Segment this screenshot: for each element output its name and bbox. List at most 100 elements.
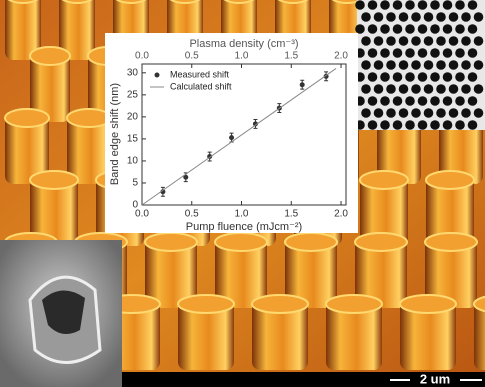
air-hole — [361, 36, 371, 46]
y-tick-label: 10 — [127, 156, 139, 167]
air-hole — [368, 120, 378, 130]
air-hole — [405, 24, 415, 34]
air-hole — [361, 12, 371, 22]
air-hole — [405, 96, 415, 106]
air-hole — [355, 24, 365, 34]
pillar-top — [5, 109, 49, 127]
air-hole — [468, 96, 478, 106]
pillar-top — [355, 233, 407, 251]
air-hole — [405, 120, 415, 130]
air-hole — [399, 84, 409, 94]
photonic-crystal-inset — [355, 0, 485, 130]
air-hole — [380, 0, 390, 10]
air-hole — [411, 60, 421, 70]
x-tick-label: 2.0 — [334, 209, 348, 220]
air-hole — [411, 36, 421, 46]
air-hole — [461, 108, 471, 118]
pillar-top — [30, 47, 70, 65]
pillar-top — [252, 295, 308, 313]
air-hole — [455, 48, 465, 58]
air-hole — [418, 0, 428, 10]
air-hole — [443, 0, 453, 10]
data-point — [300, 82, 305, 87]
air-hole — [418, 48, 428, 58]
air-hole — [443, 48, 453, 58]
air-hole — [430, 0, 440, 10]
air-hole — [393, 24, 403, 34]
pillar-top — [215, 233, 267, 251]
air-hole — [424, 36, 434, 46]
air-hole — [386, 108, 396, 118]
air-hole — [386, 60, 396, 70]
air-hole — [418, 96, 428, 106]
air-hole — [443, 120, 453, 130]
air-hole — [455, 96, 465, 106]
air-hole — [374, 12, 384, 22]
air-hole — [424, 108, 434, 118]
pillar-top — [178, 295, 234, 313]
single-pillar-inset — [0, 240, 122, 387]
air-hole — [399, 12, 409, 22]
pillar-top — [30, 171, 78, 189]
air-hole — [361, 108, 371, 118]
pillar-top — [425, 233, 477, 251]
air-hole — [368, 24, 378, 34]
y-tick-label: 30 — [127, 67, 139, 78]
air-hole — [399, 60, 409, 70]
legend-label: Measured shift — [170, 69, 230, 79]
air-hole — [418, 24, 428, 34]
air-hole — [468, 24, 478, 34]
x2-tick-label: 0.5 — [185, 51, 199, 62]
air-hole — [380, 120, 390, 130]
x2-tick-label: 1.5 — [284, 51, 298, 62]
air-hole — [374, 84, 384, 94]
x2-tick-label: 0.0 — [135, 51, 149, 62]
air-hole — [361, 60, 371, 70]
air-hole — [468, 48, 478, 58]
air-hole — [368, 96, 378, 106]
air-hole — [380, 96, 390, 106]
air-hole — [361, 84, 371, 94]
air-hole — [368, 0, 378, 10]
pillar-top — [360, 171, 408, 189]
y-tick-label: 0 — [132, 200, 138, 211]
pillar-top — [67, 109, 111, 127]
air-hole — [405, 0, 415, 10]
air-hole — [461, 84, 471, 94]
air-hole — [405, 72, 415, 82]
air-hole — [374, 36, 384, 46]
air-hole — [411, 84, 421, 94]
air-hole — [455, 120, 465, 130]
air-hole — [368, 48, 378, 58]
y-axis-label: Band edge shift (nm) — [109, 83, 121, 185]
pillar-top — [285, 233, 337, 251]
air-hole — [474, 60, 484, 70]
air-hole — [468, 72, 478, 82]
y-tick-label: 5 — [132, 178, 138, 189]
air-hole — [430, 48, 440, 58]
air-hole — [418, 72, 428, 82]
air-hole — [368, 72, 378, 82]
air-hole — [468, 0, 478, 10]
air-hole — [424, 60, 434, 70]
air-hole — [380, 48, 390, 58]
pillar-top — [400, 295, 456, 313]
air-hole — [449, 36, 459, 46]
air-hole — [443, 72, 453, 82]
air-hole — [418, 120, 428, 130]
air-hole — [461, 12, 471, 22]
y-tick-label: 15 — [127, 134, 139, 145]
air-hole — [411, 108, 421, 118]
x-tick-label: 0.5 — [185, 209, 199, 220]
legend-marker — [155, 73, 160, 78]
air-hole — [455, 72, 465, 82]
air-hole — [393, 96, 403, 106]
air-hole — [449, 84, 459, 94]
air-hole — [436, 60, 446, 70]
pillar-top — [426, 171, 474, 189]
air-hole — [443, 96, 453, 106]
data-point — [229, 135, 234, 140]
air-hole — [436, 108, 446, 118]
x2-tick-label: 1.0 — [235, 51, 249, 62]
air-hole — [430, 24, 440, 34]
